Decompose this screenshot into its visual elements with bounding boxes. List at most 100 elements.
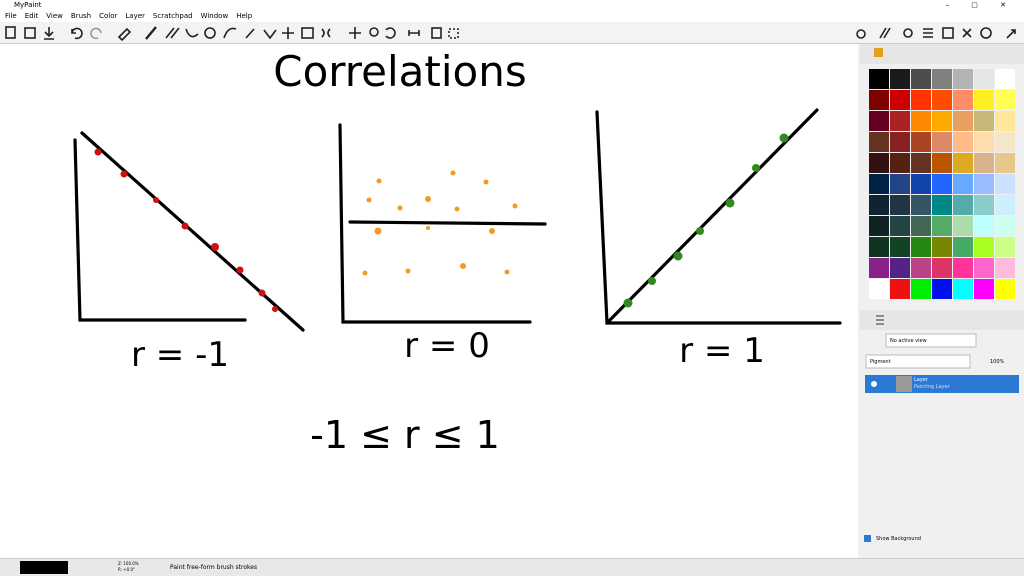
swatch[interactable] [932,237,952,257]
menu-item[interactable]: Window [200,12,229,20]
new-icon[interactable] [5,26,16,39]
help-icon[interactable] [980,27,992,39]
swatch[interactable] [953,132,973,152]
swatch[interactable] [869,174,889,194]
swatch[interactable] [890,132,910,152]
swatch[interactable] [974,174,994,194]
view-icon[interactable] [942,27,954,39]
swatch[interactable] [953,279,973,299]
swatch[interactable] [890,90,910,110]
swatch[interactable] [869,69,889,89]
swatch[interactable] [974,132,994,152]
swatch[interactable] [953,153,973,173]
swatch[interactable] [953,237,973,257]
swatch[interactable] [995,258,1015,278]
swatch[interactable] [911,216,931,236]
swatch[interactable] [995,111,1015,131]
swatch[interactable] [869,153,889,173]
brush-icon[interactable] [145,26,157,40]
swatch[interactable] [932,69,952,89]
swatch[interactable] [890,69,910,89]
show-background[interactable]: Show Background [876,536,921,542]
frame-icon[interactable] [301,27,314,39]
swatch[interactable] [932,195,952,215]
swatch[interactable] [953,69,973,89]
swatch[interactable] [890,258,910,278]
swatch[interactable] [890,174,910,194]
swatch[interactable] [911,153,931,173]
swatch[interactable] [974,153,994,173]
swatch[interactable] [953,216,973,236]
swatch[interactable] [953,174,973,194]
brushes-icon[interactable] [879,27,891,39]
swatch[interactable] [911,90,931,110]
swatch[interactable] [869,90,889,110]
swatch[interactable] [932,132,952,152]
swatch[interactable] [974,237,994,257]
swatch[interactable] [869,258,889,278]
swatch[interactable] [974,69,994,89]
swatch[interactable] [932,90,952,110]
blend-select[interactable] [865,354,971,369]
window-controls[interactable]: – ▢ ✕ [945,1,1016,9]
eraser-icon[interactable] [117,27,132,42]
fullscreen-icon[interactable] [1006,29,1016,39]
checkbox[interactable] [864,535,871,542]
canvas[interactable]: Correlations r = -1 r = 0 r = 1 -1 ≤ r ≤… [0,44,858,558]
swatch[interactable] [869,279,889,299]
swatch[interactable] [911,237,931,257]
swatch[interactable] [995,153,1015,173]
swatch[interactable] [932,174,952,194]
swatch[interactable] [869,195,889,215]
swatch[interactable] [953,195,973,215]
reset-icon[interactable] [431,27,442,39]
swatch[interactable] [890,279,910,299]
swatch[interactable] [869,216,889,236]
swatch[interactable] [911,132,931,152]
swatch[interactable] [953,258,973,278]
swatch[interactable] [869,132,889,152]
lines-icon[interactable] [165,27,180,39]
symmetry-icon[interactable] [321,28,331,38]
swatch[interactable] [995,237,1015,257]
swatch[interactable] [932,279,952,299]
swatch[interactable] [995,216,1015,236]
swatch[interactable] [974,195,994,215]
swatch[interactable] [974,258,994,278]
swatch[interactable] [911,69,931,89]
swatch[interactable] [932,258,952,278]
curve-icon[interactable] [185,28,199,38]
menu-item[interactable]: Layer [125,12,145,20]
swatch[interactable] [995,90,1015,110]
select-icon[interactable] [448,28,459,39]
fill-icon[interactable] [263,29,277,40]
palette-tab[interactable] [874,48,883,57]
save-icon[interactable] [44,27,54,40]
swatch[interactable] [932,216,952,236]
swatch[interactable] [890,216,910,236]
color-swatch[interactable] [20,561,68,574]
mirror-icon[interactable] [962,28,972,38]
swatch[interactable] [974,216,994,236]
swatch[interactable] [995,279,1015,299]
settings-icon[interactable] [903,28,913,38]
swatch[interactable] [911,195,931,215]
swatch[interactable] [995,132,1015,152]
menu-item[interactable]: Help [236,12,253,20]
swatch[interactable] [953,111,973,131]
menu-item[interactable]: File [5,12,17,20]
open-icon[interactable] [24,27,36,39]
pan-icon[interactable] [349,27,361,39]
scratch-icon[interactable] [856,29,866,39]
swatch[interactable] [911,279,931,299]
swatch[interactable] [974,90,994,110]
swatch[interactable] [869,111,889,131]
swatch[interactable] [890,153,910,173]
picker-icon[interactable] [245,28,255,39]
swatch[interactable] [974,279,994,299]
fit-icon[interactable] [408,30,420,36]
swatch[interactable] [995,174,1015,194]
swatch[interactable] [932,111,952,131]
swatch[interactable] [890,111,910,131]
move-icon[interactable] [282,27,294,39]
